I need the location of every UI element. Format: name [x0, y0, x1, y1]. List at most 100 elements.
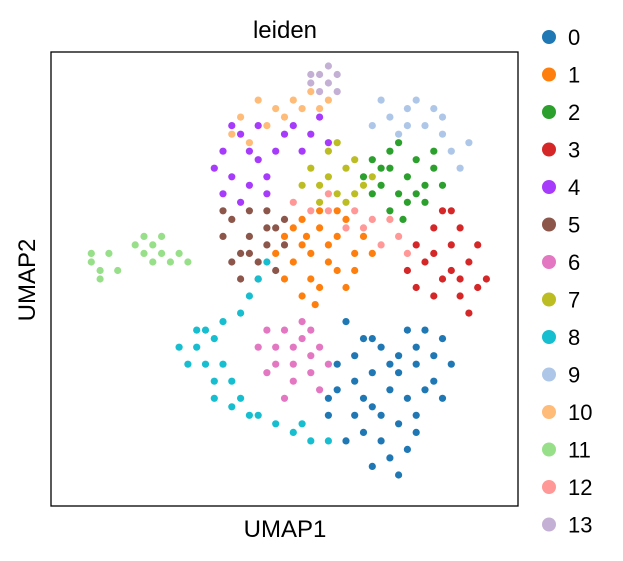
point-cluster-3-18 — [456, 275, 464, 283]
point-cluster-0-38 — [368, 335, 376, 343]
point-cluster-7-12 — [298, 181, 306, 189]
point-cluster-0-19 — [430, 377, 438, 385]
point-cluster-6-0 — [280, 326, 289, 334]
point-cluster-9-10 — [377, 96, 385, 104]
point-cluster-4-2 — [254, 156, 262, 164]
point-cluster-7-10 — [368, 173, 376, 181]
point-cluster-2-14 — [395, 139, 403, 147]
chart-title: leiden — [253, 17, 317, 44]
point-cluster-0-3 — [395, 352, 403, 360]
legend-label-11: 11 — [568, 438, 591, 463]
point-cluster-6-10 — [272, 360, 280, 368]
point-cluster-3-0 — [430, 224, 438, 232]
point-cluster-12-8 — [403, 249, 411, 257]
legend-marker-11 — [542, 442, 556, 457]
point-cluster-12-5 — [395, 232, 403, 240]
point-cluster-10-1 — [254, 96, 262, 104]
point-cluster-0-17 — [403, 445, 411, 453]
point-cluster-0-15 — [359, 428, 368, 436]
point-cluster-9-8 — [447, 147, 455, 155]
point-cluster-10-8 — [280, 113, 289, 121]
point-cluster-0-26 — [412, 428, 420, 436]
point-cluster-4-17 — [280, 130, 289, 138]
point-cluster-5-7 — [245, 207, 253, 215]
point-cluster-8-1 — [201, 360, 210, 368]
point-cluster-3-17 — [430, 249, 438, 257]
point-cluster-1-25 — [302, 232, 311, 240]
point-cluster-7-2 — [359, 181, 368, 189]
point-cluster-1-2 — [333, 232, 341, 240]
point-cluster-8-19 — [254, 275, 262, 283]
point-cluster-11-4 — [96, 275, 104, 283]
point-cluster-2-18 — [399, 215, 407, 223]
point-cluster-0-20 — [351, 352, 359, 360]
point-cluster-6-16 — [307, 326, 315, 334]
point-cluster-11-8 — [149, 241, 157, 249]
point-cluster-12-10 — [386, 215, 394, 223]
legend-marker-5 — [542, 217, 556, 232]
point-cluster-0-12 — [368, 403, 376, 411]
legend-label-8: 8 — [568, 325, 580, 350]
point-cluster-1-14 — [298, 292, 306, 300]
legend-label-7: 7 — [568, 288, 580, 313]
point-cluster-6-14 — [280, 394, 289, 402]
point-cluster-12-6 — [289, 198, 297, 206]
point-cluster-2-7 — [386, 147, 394, 155]
point-cluster-0-34 — [377, 411, 385, 419]
legend-marker-0 — [542, 30, 556, 44]
point-cluster-2-6 — [359, 173, 368, 181]
point-cluster-4-18 — [324, 139, 332, 147]
point-cluster-0-7 — [368, 369, 376, 377]
point-cluster-10-7 — [245, 139, 253, 147]
point-cluster-6-15 — [263, 369, 271, 377]
point-cluster-9-2 — [403, 105, 411, 113]
point-cluster-0-5 — [430, 352, 438, 360]
point-cluster-8-20 — [263, 258, 271, 266]
point-cluster-4-13 — [298, 147, 306, 155]
point-cluster-1-11 — [359, 232, 368, 240]
legend-marker-3 — [542, 142, 556, 157]
point-cluster-0-35 — [395, 369, 403, 377]
point-cluster-9-7 — [430, 105, 438, 113]
legend-label-5: 5 — [568, 213, 580, 238]
point-cluster-3-2 — [465, 258, 473, 266]
point-cluster-3-5 — [438, 275, 447, 283]
point-cluster-8-8 — [237, 394, 245, 402]
point-cluster-5-17 — [245, 249, 253, 257]
legend-label-6: 6 — [568, 250, 580, 275]
point-cluster-4-11 — [307, 130, 315, 138]
point-cluster-4-5 — [263, 173, 271, 181]
point-cluster-12-4 — [377, 241, 385, 249]
point-cluster-12-7 — [368, 215, 376, 223]
point-cluster-11-6 — [131, 241, 139, 249]
point-cluster-5-10 — [228, 258, 236, 266]
point-cluster-4-9 — [272, 147, 280, 155]
legend-marker-4 — [542, 180, 556, 194]
point-cluster-0-14 — [377, 437, 385, 445]
point-cluster-8-2 — [210, 377, 218, 385]
point-cluster-4-14 — [219, 190, 227, 198]
point-cluster-11-2 — [105, 249, 113, 257]
point-cluster-3-11 — [447, 266, 455, 275]
legend-label-2: 2 — [568, 100, 580, 125]
point-cluster-8-23 — [298, 420, 306, 428]
point-cluster-4-10 — [289, 122, 297, 130]
point-cluster-11-10 — [166, 258, 174, 266]
point-cluster-0-30 — [359, 394, 368, 402]
point-cluster-9-5 — [412, 96, 420, 104]
point-cluster-0-28 — [421, 326, 429, 334]
point-cluster-8-18 — [201, 326, 210, 334]
point-cluster-9-12 — [465, 139, 473, 147]
point-cluster-11-7 — [140, 249, 148, 257]
point-cluster-8-3 — [184, 360, 192, 368]
point-cluster-8-9 — [245, 411, 253, 419]
point-cluster-0-8 — [351, 377, 359, 385]
point-cluster-9-6 — [395, 130, 403, 138]
point-cluster-0-31 — [333, 360, 341, 368]
point-cluster-7-3 — [333, 190, 341, 198]
point-cluster-0-16 — [386, 454, 394, 462]
point-cluster-5-9 — [280, 241, 289, 249]
point-cluster-0-24 — [368, 462, 376, 470]
point-cluster-13-5 — [333, 88, 341, 96]
